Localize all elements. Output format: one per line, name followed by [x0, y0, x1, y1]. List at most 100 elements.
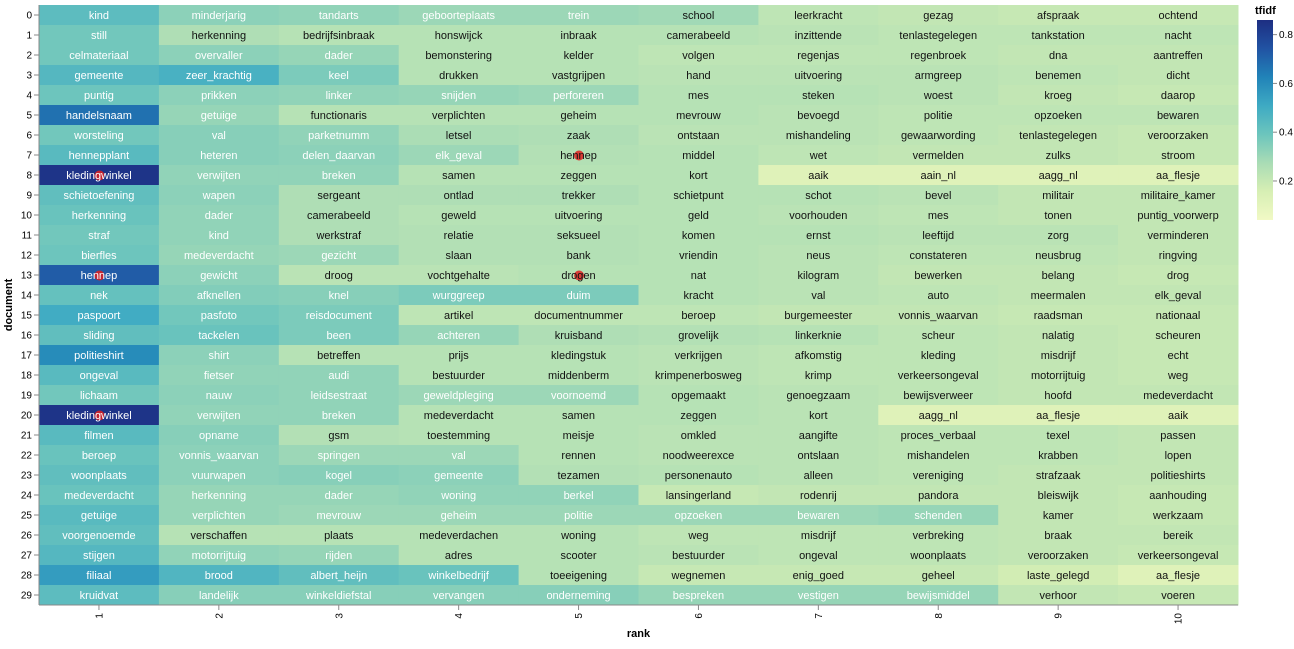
cell-label: puntig [84, 90, 114, 102]
heatmap-cell [39, 545, 160, 566]
heatmap-cell [518, 385, 639, 406]
cell-label: breken [322, 170, 356, 182]
y-tick-label: 21 [21, 431, 33, 442]
heatmap-cell [39, 45, 160, 66]
cell-label: verkeersongeval [898, 370, 979, 382]
heatmap-cell [758, 385, 879, 406]
cell-label: geboorteplaats [422, 10, 495, 22]
cell-label: leerkracht [794, 10, 842, 22]
heatmap-cell [638, 85, 759, 106]
x-tick-label: 4 [454, 613, 465, 619]
cell-label: constateren [910, 250, 967, 262]
heatmap-cell [518, 205, 639, 226]
cell-label: enig_goed [793, 570, 844, 582]
y-tick-label: 18 [21, 371, 33, 382]
heatmap-cell [278, 325, 400, 346]
heatmap-cell [878, 465, 999, 486]
heatmap-cell [1118, 145, 1239, 166]
heatmap-cell [398, 325, 520, 346]
cell-label: been [327, 330, 351, 342]
heatmap-cell [1118, 485, 1239, 506]
cell-label: motorrijtuig [1031, 370, 1085, 382]
x-tick-label: 6 [694, 613, 705, 619]
y-tick-label: 15 [21, 311, 33, 322]
cell-label: drukken [439, 70, 478, 82]
cell-label: bewaren [797, 510, 839, 522]
heatmap-cell [278, 5, 400, 26]
heatmap-cell [758, 305, 879, 326]
heatmap-cell [158, 525, 280, 546]
marker-dot [574, 150, 585, 161]
cell-label: bewerken [914, 270, 962, 282]
heatmap-cell [638, 465, 759, 486]
y-axis: 0123456789101112131415161718192021222324… [3, 5, 40, 605]
heatmap-cell [278, 205, 400, 226]
heatmap-cell [998, 325, 1119, 346]
cell-label: plaats [324, 530, 354, 542]
heatmap-cell [518, 125, 639, 146]
cell-label: tenlastegelegen [899, 30, 977, 42]
heatmap-cell [278, 25, 400, 46]
cell-label: verkrijgen [675, 350, 723, 362]
heatmap-cell [878, 405, 999, 426]
y-tick-label: 14 [21, 291, 33, 302]
heatmap-cell [278, 65, 400, 86]
heatmap-cell [39, 185, 160, 206]
cell-label: fietser [204, 370, 234, 382]
cell-label: kort [689, 170, 707, 182]
cell-label: mes [928, 210, 949, 222]
cell-label: braak [1044, 530, 1072, 542]
y-axis-title: document [3, 278, 15, 331]
heatmap-cell [758, 145, 879, 166]
cell-label: bewijsverweer [903, 390, 973, 402]
x-tick-label: 8 [934, 613, 945, 619]
cell-label: getuige [201, 110, 237, 122]
heatmap-cell [1118, 505, 1239, 526]
heatmap-cell [518, 465, 639, 486]
heatmap-cell [1118, 525, 1239, 546]
heatmap-cell [758, 265, 879, 286]
cell-label: meermalen [1031, 290, 1086, 302]
cell-label: wegnemen [671, 570, 726, 582]
cell-label: afknellen [197, 290, 241, 302]
cell-label: vriendin [679, 250, 718, 262]
heatmap-cell [278, 405, 400, 426]
cell-label: sergeant [317, 190, 360, 202]
heatmap-cell [638, 225, 759, 246]
heatmap-cell [1118, 25, 1239, 46]
cell-label: geheim [441, 510, 477, 522]
cell-label: voorgenoemde [62, 530, 135, 542]
cell-label: steken [802, 90, 834, 102]
heatmap-cell [278, 505, 400, 526]
cell-label: daarop [1161, 90, 1195, 102]
cell-label: kledingwinkel [66, 170, 131, 182]
cell-label: trekker [562, 190, 596, 202]
heatmap-cell [398, 345, 520, 366]
cell-label: wapen [202, 190, 235, 202]
cell-label: scheur [922, 330, 955, 342]
heatmap-cell [998, 545, 1119, 566]
heatmap-cell [398, 265, 520, 286]
heatmap-cell [398, 225, 520, 246]
heatmap-cell [518, 405, 639, 426]
cell-label: krimpenerbosweg [655, 370, 742, 382]
cell-label: vermelden [913, 150, 964, 162]
heatmap-cell [1118, 265, 1239, 286]
cell-label: afkomstig [795, 350, 842, 362]
y-tick-label: 7 [26, 151, 32, 162]
heatmap-cell [1118, 165, 1239, 186]
heatmap-cell [878, 305, 999, 326]
cell-label: aa_flesje [1156, 570, 1200, 582]
cell-label: tenlastegelegen [1019, 130, 1097, 142]
heatmap-cell [758, 525, 879, 546]
heatmap-cell [518, 325, 639, 346]
heatmap-cell [518, 545, 639, 566]
heatmap-cell [638, 285, 759, 306]
cell-label: vuurwapen [192, 470, 246, 482]
cell-label: albert_heijn [310, 570, 367, 582]
cell-label: kruidvat [80, 590, 119, 602]
heatmap-cell [758, 165, 879, 186]
heatmap-cell [998, 485, 1119, 506]
heatmap-cell [158, 385, 280, 406]
